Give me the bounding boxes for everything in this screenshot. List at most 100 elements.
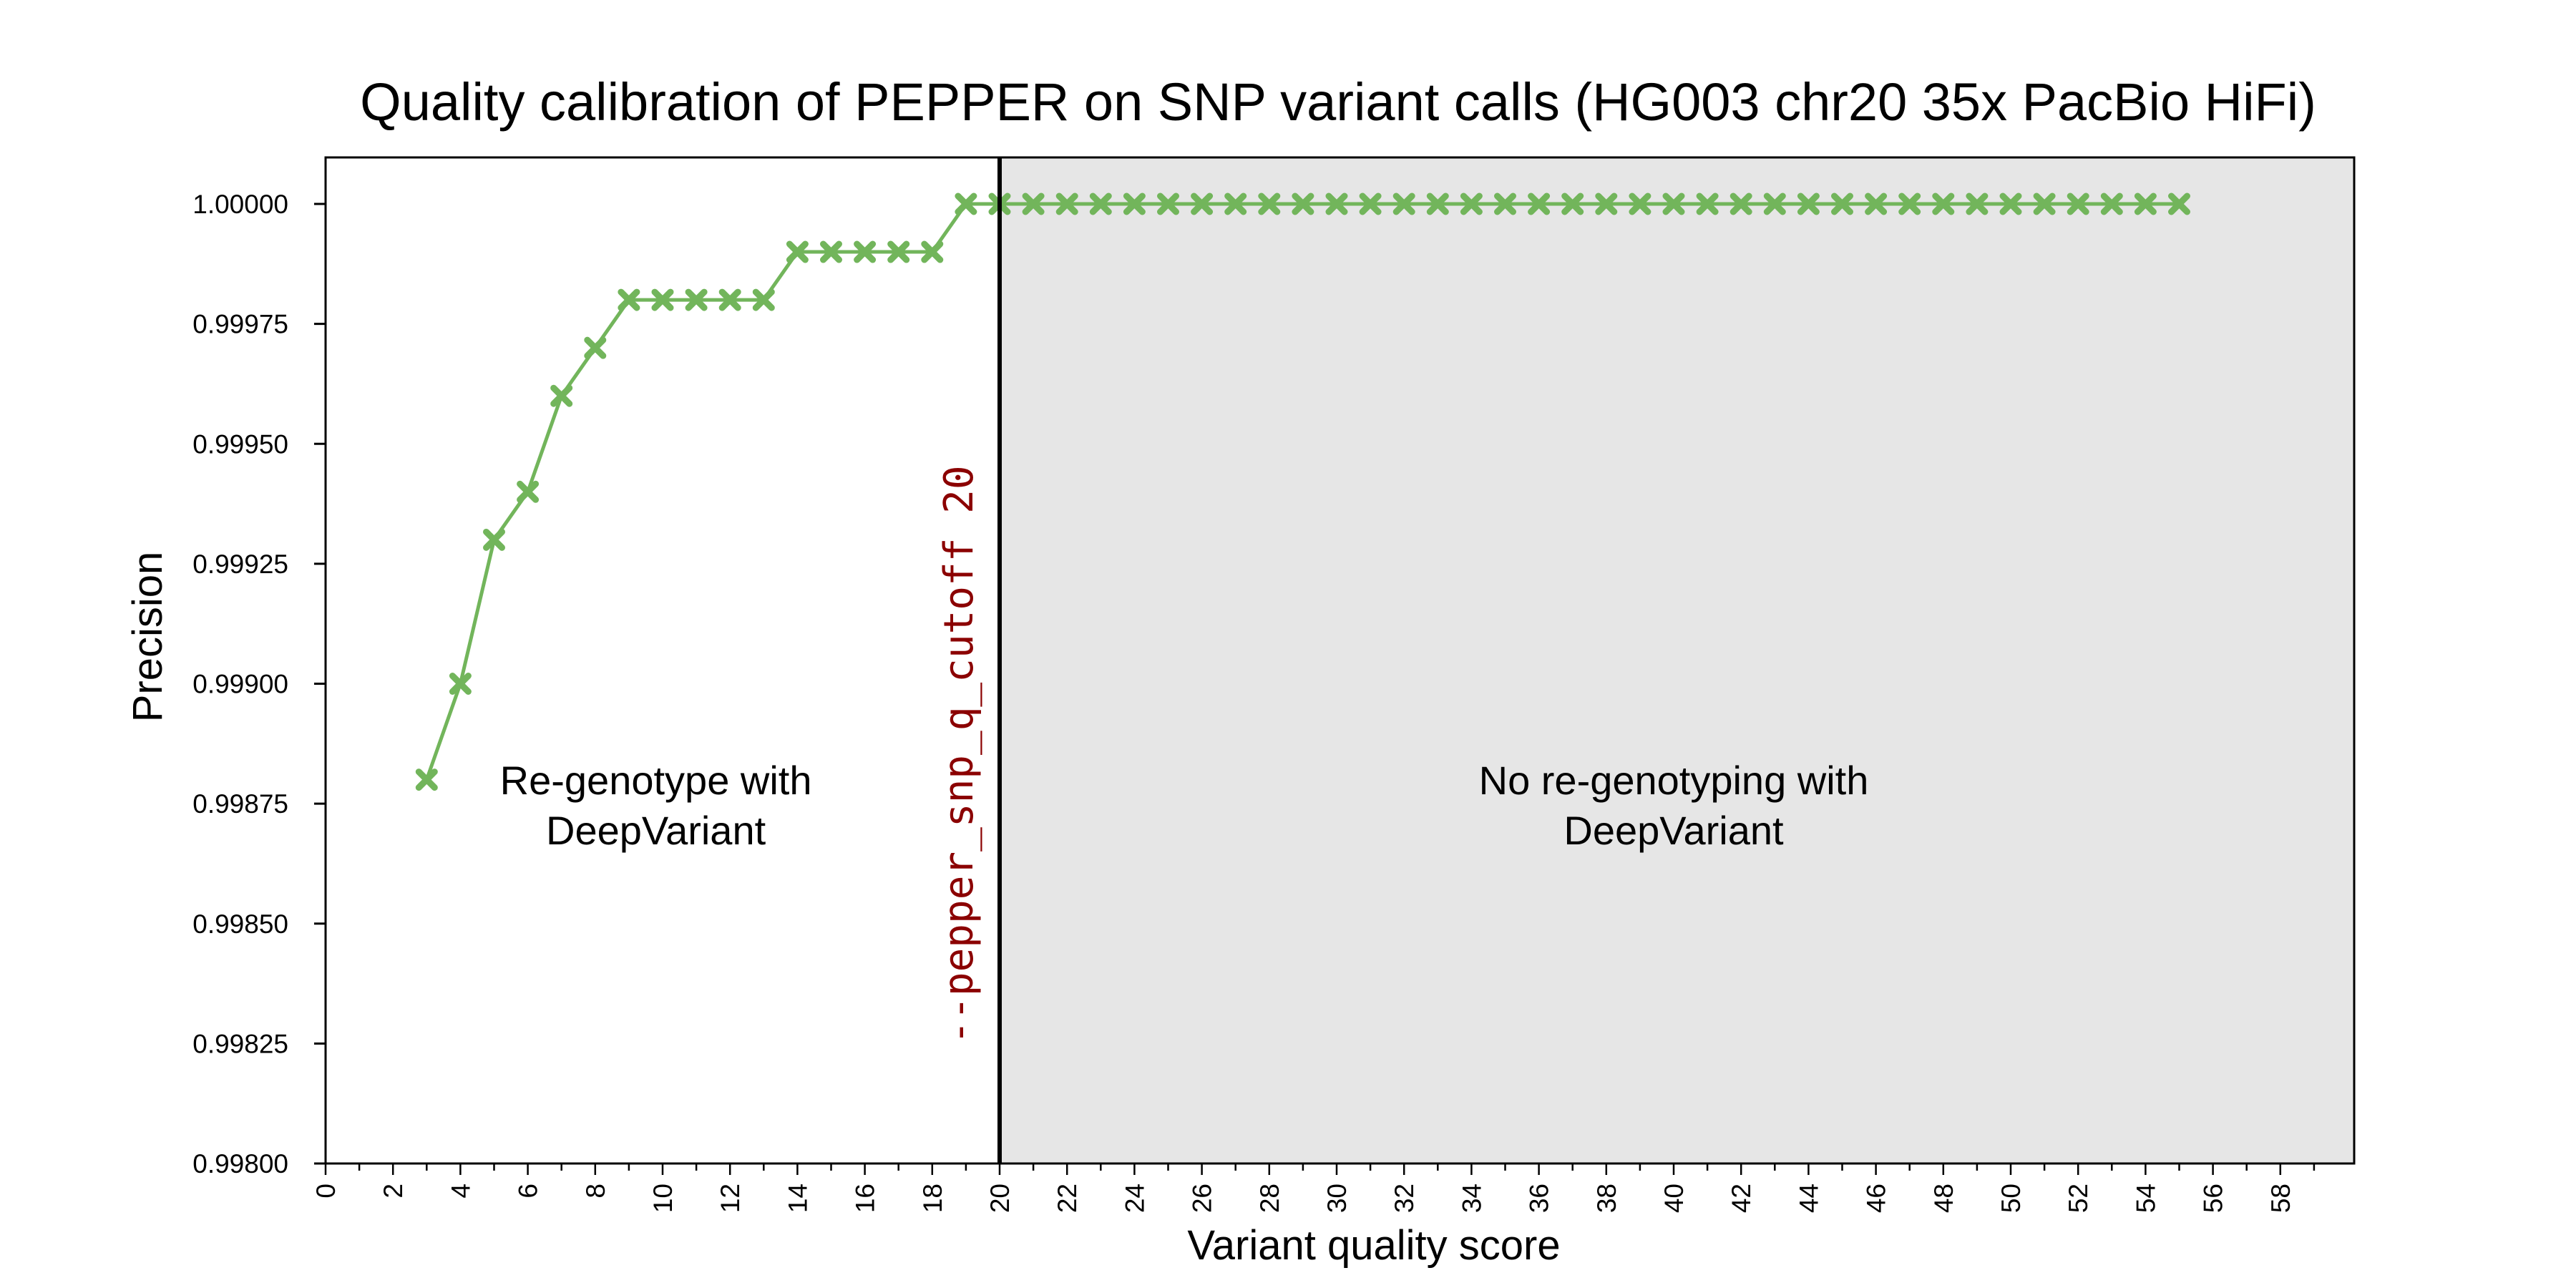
x-tick-label: 32: [1390, 1184, 1419, 1213]
data-point: [1999, 192, 2022, 215]
x-tick-label: 12: [716, 1184, 745, 1213]
x-tick-label: 20: [985, 1184, 1015, 1213]
annotation-line: Re-genotype with: [500, 758, 812, 803]
data-point: [1292, 192, 1314, 215]
data-point: [2033, 192, 2056, 215]
y-tick-label: 0.99850: [192, 909, 288, 939]
data-point: [1763, 192, 1786, 215]
y-tick-label: 0.99950: [192, 429, 288, 459]
data-point: [1865, 192, 1888, 215]
data-point: [1729, 192, 1752, 215]
x-tick-label: 10: [648, 1184, 678, 1213]
x-tick-label: 28: [1255, 1184, 1284, 1213]
data-point: [955, 192, 977, 215]
data-point: [1797, 192, 1820, 215]
x-tick-label: 52: [2064, 1184, 2093, 1213]
data-point: [1055, 192, 1078, 215]
x-tick-label: 14: [783, 1184, 812, 1213]
data-point: [1123, 192, 1146, 215]
x-tick-label: 40: [1659, 1184, 1689, 1213]
plot-frame: [324, 156, 2356, 1165]
data-point: [2067, 192, 2089, 215]
data-point: [550, 384, 573, 407]
y-tick-label: 0.99875: [192, 789, 288, 819]
data-point: [651, 288, 674, 311]
x-tick-label: 6: [514, 1184, 543, 1199]
x-tick-label: 30: [1322, 1184, 1352, 1213]
data-point: [1932, 192, 1955, 215]
data-point: [1595, 192, 1618, 215]
y-tick-label: 1.00000: [192, 190, 288, 219]
plot-area: 0.99800 0.99825 0.99850 0.99875 0.99900 0.999…: [192, 156, 2356, 1213]
data-point: [1325, 192, 1348, 215]
x-tick-label: 44: [1794, 1184, 1823, 1213]
shaded-region: [1000, 157, 2354, 1163]
data-point: [752, 288, 775, 311]
data-point: [1258, 192, 1281, 215]
data-point: [786, 240, 809, 263]
y-tick-label: 0.99825: [192, 1029, 288, 1058]
y-tick-label: 0.99800: [192, 1149, 288, 1179]
x-tick-label: 2: [379, 1184, 408, 1199]
data-point: [1392, 192, 1415, 215]
data-point: [2168, 192, 2190, 215]
data-point: [1966, 192, 1989, 215]
data-point: [921, 240, 944, 263]
data-point: [449, 673, 472, 695]
data-point: [1089, 192, 1112, 215]
data-point: [1191, 192, 1214, 215]
y-tick-label: 0.99900: [192, 670, 288, 699]
x-tick-label: 0: [311, 1184, 341, 1199]
data-point: [1696, 192, 1719, 215]
region-annotation: No re-genotyping with DeepVariant: [1479, 758, 1869, 853]
x-tick-label: 50: [1996, 1184, 2026, 1213]
data-point: [685, 288, 708, 311]
data-point: [584, 336, 607, 359]
x-axis-label: Variant quality score: [1187, 1222, 1560, 1269]
x-tick-label: 36: [1525, 1184, 1554, 1213]
x-tick-label: 34: [1457, 1184, 1486, 1213]
data-point: [2100, 192, 2123, 215]
x-tick-label: 4: [446, 1184, 475, 1199]
data-point: [1831, 192, 1853, 215]
data-point: [718, 288, 741, 311]
x-tick-label: 58: [2266, 1184, 2296, 1213]
y-tick-label: 0.99925: [192, 550, 288, 579]
data-point: [517, 480, 540, 503]
annotation-line: DeepVariant: [546, 808, 766, 853]
x-tick-label: 24: [1120, 1184, 1149, 1213]
data-point: [618, 288, 640, 311]
cutoff-label: --pepper_snp_q_cutoff 20: [936, 465, 982, 1044]
data-point: [1494, 192, 1516, 215]
data-point: [1022, 192, 1045, 215]
data-point: [887, 240, 910, 263]
data-point: [820, 240, 842, 263]
data-point: [1629, 192, 1652, 215]
data-point: [1460, 192, 1483, 215]
data-point: [1561, 192, 1584, 215]
y-axis-label: Precision: [125, 552, 171, 723]
x-tick-label: 54: [2131, 1184, 2160, 1213]
data-point: [1157, 192, 1179, 215]
x-tick-label: 22: [1053, 1184, 1082, 1213]
data-point: [1662, 192, 1685, 215]
data-point: [1224, 192, 1247, 215]
data-point: [1426, 192, 1449, 215]
x-tick-label: 26: [1188, 1184, 1217, 1213]
annotation-line: DeepVariant: [1563, 808, 1784, 853]
data-point: [1359, 192, 1382, 215]
x-tick-label: 18: [918, 1184, 947, 1213]
data-point: [483, 528, 505, 551]
data-point: [1898, 192, 1921, 215]
x-tick-label: 56: [2199, 1184, 2228, 1213]
x-tick-label: 48: [1929, 1184, 1958, 1213]
x-tick-label: 38: [1592, 1184, 1621, 1213]
data-point: [2134, 192, 2157, 215]
annotation-line: No re-genotyping with: [1479, 758, 1869, 803]
x-tick-label: 16: [851, 1184, 880, 1213]
x-tick-label: 46: [1862, 1184, 1891, 1213]
region-annotation: Re-genotype with DeepVariant: [500, 758, 812, 853]
data-point: [415, 769, 438, 791]
x-tick-label: 8: [581, 1184, 610, 1199]
